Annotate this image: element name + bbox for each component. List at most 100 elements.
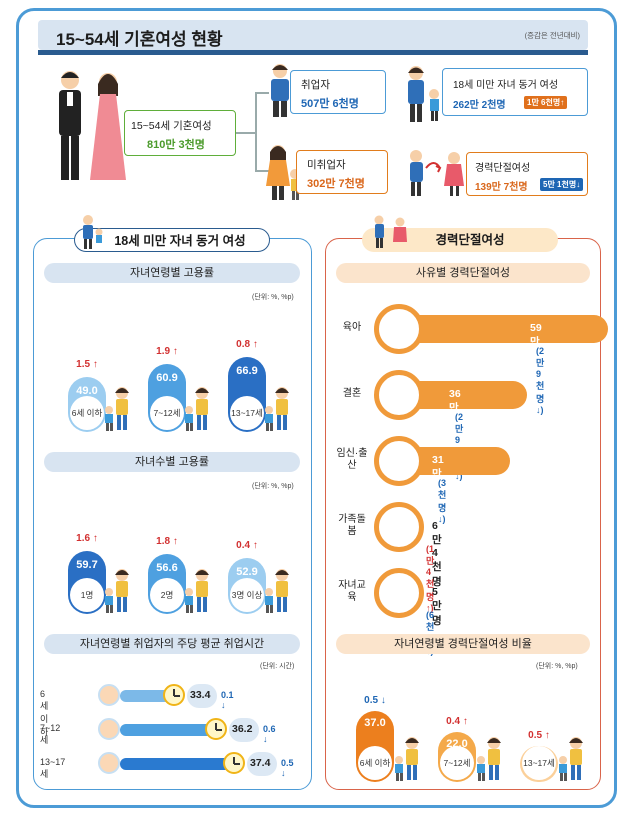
age-employment-unit: (단위: %, %p) <box>252 294 294 301</box>
data-label: 6만 4천명 <box>432 520 442 588</box>
reason-illustration-icon <box>374 502 424 552</box>
mother-child-illustration <box>265 569 289 613</box>
career-break-change-chip: 5만 1천명↓ <box>540 178 584 191</box>
tick-label-text: 6세 이하 <box>359 758 391 768</box>
mother-child-illustration <box>477 737 501 781</box>
alarm-clock-icon <box>223 752 245 774</box>
age-employment-heading: 자녀연령별 고용률 <box>44 263 300 283</box>
mother-child-illustration <box>559 737 583 781</box>
ratio-unit: (단위: %, %p) <box>536 663 578 670</box>
change-label: 0.5 ↓ <box>281 758 294 778</box>
tick-label-text: 13~17세 <box>231 408 263 418</box>
change-label: 0.1 ↓ <box>221 690 234 710</box>
employed-box: 취업자 507만 6천명 <box>290 70 386 114</box>
title-bar: 15~54세 기혼여성 현황 (증감은 전년대비) <box>38 20 588 55</box>
tick-label: 1명 <box>70 578 104 612</box>
couple-illustration <box>59 71 126 180</box>
change-label: (3천명 ↓) <box>438 478 447 524</box>
connector-line <box>255 92 269 94</box>
change-label: 0.4 ↑ <box>236 540 258 551</box>
change-label: 0.6 ↓ <box>263 724 276 744</box>
tick-label-text: 7~12세 <box>443 758 471 768</box>
left-panel-title: 18세 미만 자녀 동거 여성 <box>74 228 270 252</box>
ratio-heading: 자녀연령별 경력단절여성 비율 <box>336 634 590 654</box>
married-women-box: 15~54세 기혼여성 810만 3천명 <box>124 110 236 156</box>
cohab-box: 18세 미만 자녀 동거 여성 262만 2천명 1만 6천명↑ <box>442 68 588 116</box>
unemployed-label: 미취업자 <box>307 159 346 171</box>
cohab-change-chip: 1만 6천명↑ <box>524 96 568 109</box>
hours-unit: (단위: 시간) <box>260 663 295 670</box>
tick-label: 3명 이상 <box>230 578 264 612</box>
tick-label-text: 13~17세 <box>523 758 555 768</box>
career-break-box: 경력단절여성 139만 7천명 5만 1천명↓ <box>466 152 588 196</box>
connector-line <box>236 132 256 134</box>
data-label: 31만 8천명 <box>432 454 444 522</box>
tick-label: 임신·출산 <box>336 448 368 471</box>
tick-label: 7~12세 <box>150 396 184 430</box>
tick-label-text: 2명 <box>160 590 174 600</box>
tick-label: 6세 이하 <box>70 396 104 430</box>
change-label: 0.8 ↑ <box>236 339 258 350</box>
right-panel-title: 경력단절여성 <box>362 228 558 252</box>
bar <box>120 724 213 736</box>
tick-label-text: 3명 이상 <box>231 590 263 600</box>
data-label: 52.9 <box>236 566 258 578</box>
reason-illustration-icon <box>374 568 424 618</box>
data-label: 56.6 <box>156 562 178 574</box>
tick-label: 7~12세 <box>40 723 61 745</box>
mother-child-small-icon <box>83 215 103 249</box>
reason-heading: 사유별 경력단절여성 <box>336 263 590 283</box>
tick-label: 가족돌봄 <box>338 514 366 537</box>
change-label: 1.6 ↑ <box>76 533 98 544</box>
tick-label: 7~12세 <box>440 746 474 780</box>
unemployed-box: 미취업자 302만 7천명 <box>296 150 388 194</box>
data-label: 49.0 <box>76 385 98 397</box>
tick-label: 6세 이하 <box>358 746 392 780</box>
bar <box>398 315 608 343</box>
data-label: 33.4 <box>190 689 211 701</box>
mother-child-illustration <box>265 387 289 431</box>
change-label: (1만 4천명 ↑) <box>426 544 435 613</box>
cohab-value: 262만 2천명 <box>453 100 506 111</box>
alarm-clock-icon <box>205 718 227 740</box>
change-label: (2만 9천명 ↓) <box>536 346 545 415</box>
tick-label: 육아 <box>342 322 362 333</box>
hours-heading: 자녀연령별 취업자의 주당 평균 취업시간 <box>44 634 300 654</box>
data-label: 59만 7천명 <box>530 322 542 390</box>
tick-label: 13~17세 <box>230 396 264 430</box>
bar <box>120 758 231 770</box>
change-label: 1.9 ↑ <box>156 346 178 357</box>
married-label: 15~54세 기혼여성 <box>131 120 212 132</box>
change-label: 0.5 ↑ <box>528 730 550 741</box>
connector-line <box>255 170 269 172</box>
connector-line <box>255 92 257 172</box>
data-label: 66.9 <box>236 365 258 377</box>
change-label: 1.8 ↑ <box>156 536 178 547</box>
tick-label: 결혼 <box>342 388 362 399</box>
value-badge <box>247 752 277 776</box>
tick-label-text: 6세 이하 <box>71 408 103 418</box>
bar <box>120 690 171 702</box>
value-badge <box>229 718 259 742</box>
tick-label: 6세 이하 <box>40 689 49 737</box>
data-label: 59.7 <box>76 559 98 571</box>
employed-label: 취업자 <box>301 79 330 91</box>
mother-child-illustration <box>185 387 209 431</box>
reason-illustration-icon <box>374 370 424 420</box>
tick-label: 13~17세 <box>40 757 66 779</box>
tick-label: 13~17세 <box>522 746 556 780</box>
alarm-clock-icon <box>163 684 185 706</box>
mother-child-icon <box>408 66 439 122</box>
change-label: 0.4 ↑ <box>446 716 468 727</box>
career-break-small-icon <box>374 215 407 248</box>
reason-illustration-icon <box>374 436 424 486</box>
data-label: 5만명 <box>432 586 442 627</box>
right-panel-title-text: 경력단절여성 <box>435 233 505 247</box>
career-break-label: 경력단절여성 <box>475 163 531 174</box>
mother-child-illustration <box>185 569 209 613</box>
tick-label-text: 7~12세 <box>153 408 181 418</box>
mother-child-illustration <box>105 387 129 431</box>
employed-value: 507만 6천명 <box>301 98 359 110</box>
page-title: 15~54세 기혼여성 현황 <box>56 30 223 49</box>
tick-label: 자녀교육 <box>338 580 366 603</box>
